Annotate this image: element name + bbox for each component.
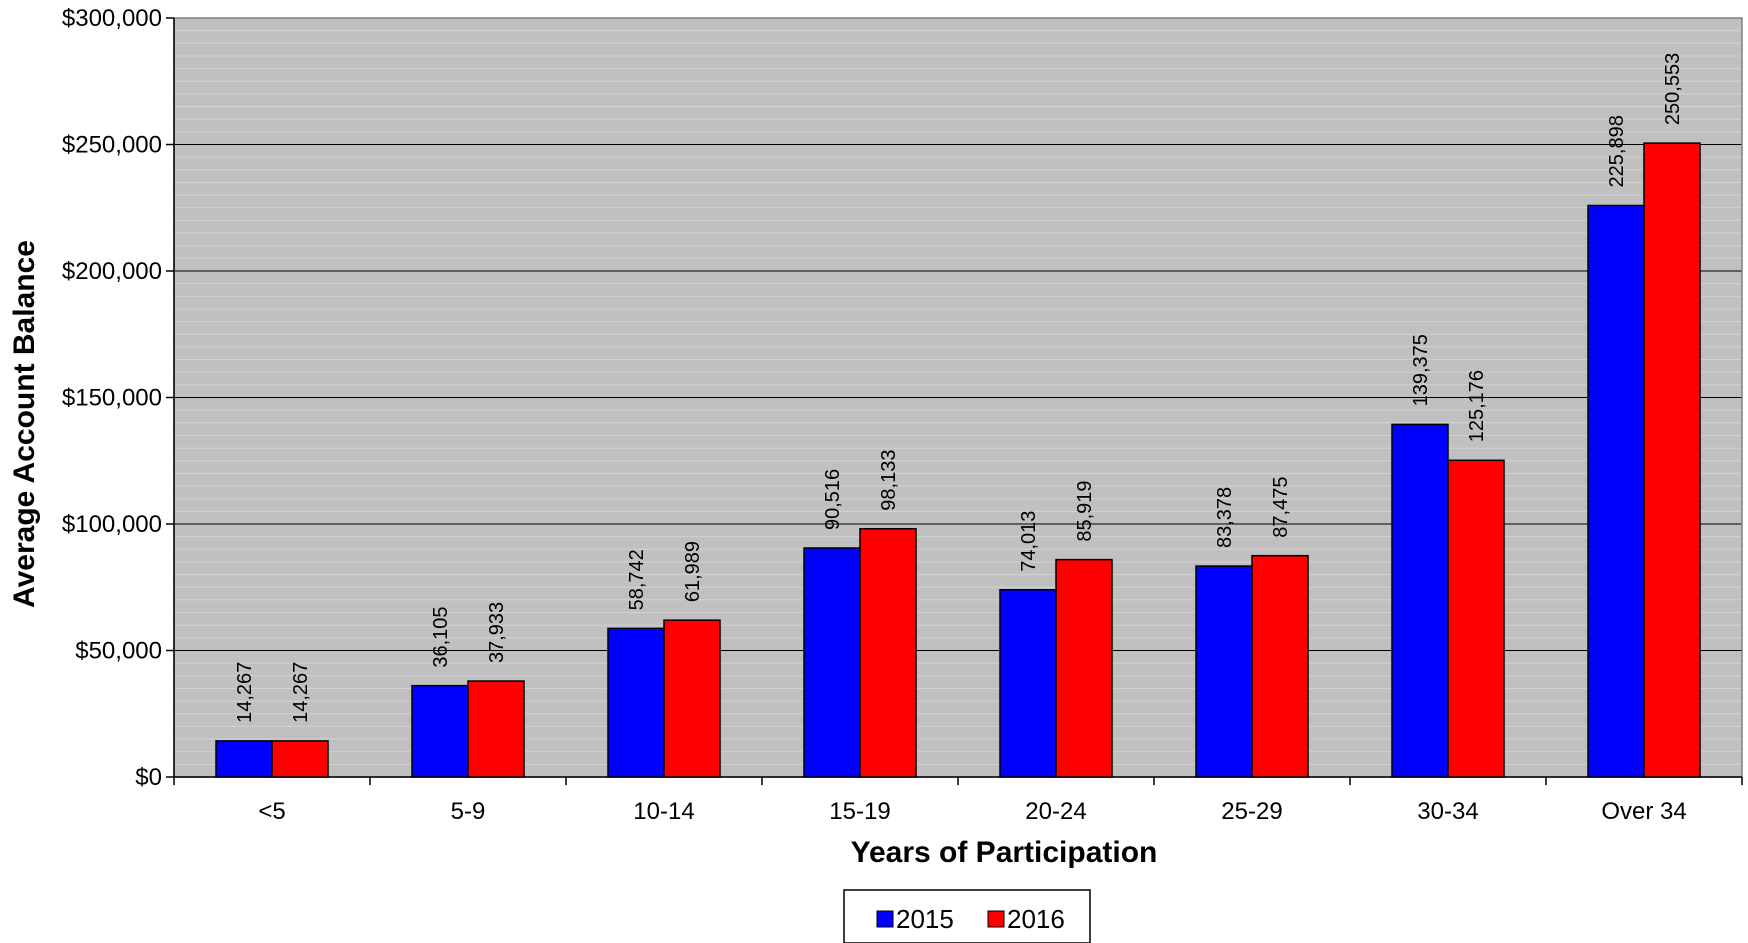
x-axis-title: Years of Participation bbox=[851, 836, 1158, 869]
y-tick-label: $200,000 bbox=[62, 258, 162, 285]
data-label-2015-6: 139,375 bbox=[1410, 334, 1432, 406]
data-label-2016-5: 87,475 bbox=[1270, 477, 1292, 538]
bar-2016-4 bbox=[1055, 558, 1113, 778]
data-label-2015-0: 14,267 bbox=[234, 662, 256, 723]
legend-swatch-2016 bbox=[987, 910, 1005, 928]
x-tick-label: <5 bbox=[258, 798, 285, 825]
data-label-2016-6: 125,176 bbox=[1466, 370, 1488, 442]
bar-2015-1 bbox=[411, 684, 469, 778]
data-label-2016-0: 14,267 bbox=[290, 662, 312, 723]
data-label-2016-2: 61,989 bbox=[682, 541, 704, 602]
x-tick-label: 5-9 bbox=[451, 798, 486, 825]
bar-2016-6 bbox=[1447, 459, 1505, 778]
x-tick-label: Over 34 bbox=[1601, 798, 1686, 825]
bar-2015-5 bbox=[1195, 565, 1253, 778]
legend-swatch-2015 bbox=[876, 910, 894, 928]
data-label-2015-3: 90,516 bbox=[822, 469, 844, 530]
y-axis-title: Average Account Balance bbox=[8, 240, 41, 608]
data-label-2016-1: 37,933 bbox=[486, 602, 508, 663]
y-tick-label: $150,000 bbox=[62, 385, 162, 412]
bar-2016-3 bbox=[859, 527, 917, 778]
data-label-2016-7: 250,553 bbox=[1662, 53, 1684, 125]
bar-2016-0 bbox=[271, 740, 329, 778]
bar-2015-2 bbox=[607, 627, 665, 778]
y-tick-label: $300,000 bbox=[62, 5, 162, 32]
bars bbox=[215, 142, 1701, 778]
bar-2015-7 bbox=[1587, 204, 1645, 778]
data-label-2015-2: 58,742 bbox=[626, 549, 648, 610]
x-tick-label: 25-29 bbox=[1221, 798, 1282, 825]
y-axis: $0 $50,000 $100,000 $150,000 $200,000 $250,00… bbox=[62, 5, 175, 791]
legend-label-2015: 2015 bbox=[896, 904, 954, 934]
data-labels: 14,267 14,267 36,105 37,933 58,742 61,989 90,5… bbox=[234, 53, 1684, 723]
legend: 2015 2016 bbox=[843, 889, 1091, 943]
bar-2016-5 bbox=[1251, 554, 1309, 778]
legend-label-2016: 2016 bbox=[1007, 904, 1065, 934]
data-label-2016-4: 85,919 bbox=[1074, 480, 1096, 541]
y-tick-label: $0 bbox=[135, 764, 162, 791]
data-label-2015-5: 83,378 bbox=[1214, 487, 1236, 548]
x-tick-label: 15-19 bbox=[829, 798, 890, 825]
bar-2015-3 bbox=[803, 547, 861, 778]
bar-2016-7 bbox=[1643, 142, 1701, 778]
plot-area bbox=[173, 17, 1743, 778]
x-tick-label: 30-34 bbox=[1417, 798, 1478, 825]
y-tick-label: $50,000 bbox=[75, 638, 162, 665]
data-label-2015-7: 225,898 bbox=[1606, 115, 1628, 187]
data-label-2016-3: 98,133 bbox=[878, 450, 900, 511]
data-label-2015-4: 74,013 bbox=[1018, 511, 1040, 572]
bar-2015-6 bbox=[1391, 423, 1449, 778]
y-tick-label: $250,000 bbox=[62, 132, 162, 159]
data-label-2015-1: 36,105 bbox=[430, 606, 452, 667]
bar-2016-1 bbox=[467, 680, 525, 778]
bar-2016-2 bbox=[663, 619, 721, 778]
bar-2015-4 bbox=[999, 588, 1057, 778]
x-tick-label: 20-24 bbox=[1025, 798, 1086, 825]
y-tick-label: $100,000 bbox=[62, 511, 162, 538]
bar-2015-0 bbox=[215, 740, 273, 778]
x-tick-label: 10-14 bbox=[633, 798, 694, 825]
x-axis: <5 5-9 10-14 15-19 20-24 25-29 30-34 Over 34 bbox=[173, 776, 1743, 825]
